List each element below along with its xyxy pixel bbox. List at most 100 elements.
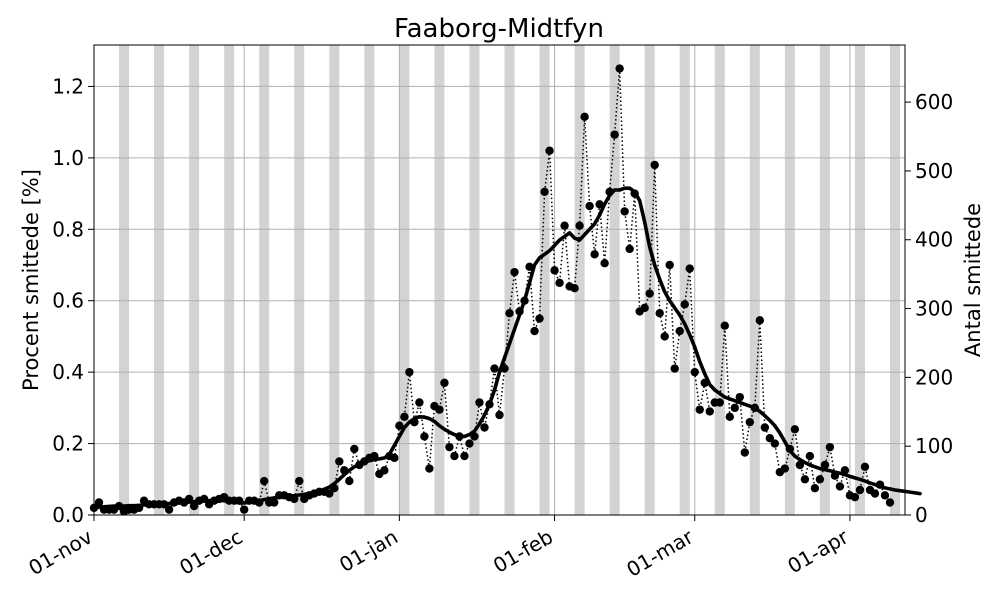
weekend-band bbox=[889, 45, 900, 515]
data-point bbox=[480, 423, 489, 432]
weekend-band bbox=[784, 45, 795, 515]
data-point bbox=[575, 221, 584, 230]
data-point bbox=[740, 448, 750, 457]
data-point bbox=[825, 442, 835, 452]
data-point bbox=[239, 505, 249, 514]
weekend-band bbox=[259, 45, 270, 515]
data-point bbox=[335, 457, 344, 466]
weekend-band bbox=[854, 45, 865, 515]
y2-tick-label: 500 bbox=[915, 159, 953, 183]
data-point bbox=[790, 425, 800, 434]
weekend-band bbox=[189, 45, 200, 515]
data-point bbox=[425, 464, 434, 473]
y-axis-label-left: Procent smittede [%] bbox=[19, 169, 43, 391]
y-tick-label: 1.2 bbox=[52, 74, 84, 98]
data-point bbox=[260, 476, 269, 486]
plot-frame bbox=[93, 44, 906, 516]
data-point bbox=[475, 398, 484, 407]
data-point bbox=[770, 439, 780, 448]
data-point bbox=[94, 498, 104, 507]
data-point bbox=[405, 367, 414, 377]
data-point bbox=[415, 398, 424, 407]
data-point bbox=[705, 407, 714, 416]
y2-tick-label: 0 bbox=[915, 503, 928, 527]
data-point bbox=[615, 64, 624, 73]
x-tick-label: 01-nov bbox=[24, 524, 96, 580]
data-point bbox=[620, 207, 629, 216]
x-tick-label: 01-dec bbox=[175, 525, 246, 580]
data-point bbox=[270, 498, 279, 507]
weekend-band bbox=[539, 45, 550, 515]
data-point bbox=[695, 405, 704, 414]
data-point bbox=[835, 482, 845, 491]
data-point bbox=[745, 417, 755, 427]
data-point bbox=[590, 250, 599, 259]
data-point bbox=[545, 146, 554, 155]
data-point bbox=[780, 464, 790, 473]
data-point bbox=[510, 267, 519, 277]
data-point bbox=[795, 460, 805, 470]
weekend-shading bbox=[119, 45, 900, 515]
data-point bbox=[660, 332, 669, 341]
y-tick-label: 0.6 bbox=[52, 289, 84, 313]
data-point bbox=[580, 112, 589, 121]
data-point bbox=[860, 462, 870, 471]
data-point bbox=[685, 264, 694, 273]
y-tick-label: 0.2 bbox=[52, 432, 84, 456]
data-point bbox=[885, 498, 895, 507]
weekend-band bbox=[329, 45, 340, 515]
data-point bbox=[640, 303, 649, 313]
weekend-band bbox=[609, 45, 620, 515]
weekend-band bbox=[399, 45, 410, 515]
x-tick-label: 01-apr bbox=[783, 524, 853, 578]
y2-tick-label: 400 bbox=[915, 228, 953, 252]
data-point bbox=[490, 364, 499, 373]
data-point bbox=[725, 412, 734, 421]
data-point bbox=[465, 439, 474, 448]
x-axis: 01-nov 01-dec 01-jan 01-feb 01-mar 01-apr bbox=[24, 515, 853, 582]
y-tick-label: 0.8 bbox=[52, 217, 84, 241]
data-point bbox=[665, 260, 674, 270]
weekend-band bbox=[819, 45, 830, 515]
weekend-band bbox=[679, 45, 690, 515]
data-point bbox=[715, 398, 724, 407]
data-point bbox=[820, 460, 830, 470]
data-point bbox=[805, 451, 815, 461]
data-point bbox=[850, 492, 860, 502]
data-point bbox=[675, 326, 684, 336]
data-point bbox=[880, 491, 890, 500]
data-point bbox=[560, 221, 569, 230]
data-point bbox=[495, 410, 504, 420]
y-tick-label: 0.0 bbox=[52, 503, 84, 527]
data-point bbox=[530, 326, 539, 336]
data-point bbox=[855, 485, 865, 495]
weekend-band bbox=[434, 45, 445, 515]
y-tick-label: 1.0 bbox=[52, 146, 84, 170]
data-point bbox=[450, 451, 459, 461]
data-point bbox=[445, 442, 454, 452]
x-tick-label: 01-mar bbox=[622, 524, 698, 581]
chart-title: Faaborg-Midtfyn bbox=[394, 14, 604, 44]
weekend-band bbox=[574, 45, 585, 515]
weekend-band bbox=[294, 45, 305, 515]
data-point bbox=[535, 314, 544, 323]
data-point bbox=[760, 423, 770, 432]
data-point bbox=[440, 378, 449, 388]
data-point bbox=[735, 392, 744, 402]
data-point bbox=[870, 489, 880, 498]
data-point bbox=[400, 412, 409, 421]
gridlines bbox=[93, 45, 905, 516]
weekend-band bbox=[119, 45, 130, 515]
data-point bbox=[325, 489, 334, 498]
y-axis-right: 0 100 200 300 400 500 600 bbox=[905, 90, 953, 527]
data-point bbox=[380, 466, 389, 475]
data-point bbox=[625, 244, 634, 254]
y-tick-label: 0.4 bbox=[52, 360, 84, 384]
series-average-line bbox=[92, 186, 922, 510]
data-point bbox=[815, 475, 825, 484]
data-point bbox=[600, 259, 609, 268]
y2-tick-label: 300 bbox=[915, 297, 953, 321]
data-point bbox=[550, 266, 559, 275]
data-point bbox=[670, 364, 679, 373]
